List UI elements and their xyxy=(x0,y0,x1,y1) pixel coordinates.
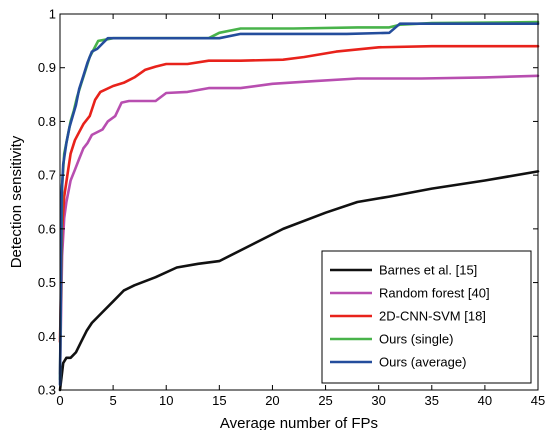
y-tick-label: 0.4 xyxy=(38,329,56,344)
series-layer xyxy=(58,20,540,392)
y-tick-label: 1 xyxy=(49,7,56,22)
x-tick-label: 15 xyxy=(212,393,226,408)
series-line-4 xyxy=(58,22,540,386)
axis-ticks: 0 5 10 15 20 25 30 35 40 45 0.3 0.4 0.5 0.6 0.7 0.8 0.9 1 xyxy=(38,7,545,409)
y-tick-label: 0.5 xyxy=(38,275,56,290)
x-tick-label: 0 xyxy=(56,393,63,408)
y-tick-label: 0.9 xyxy=(38,60,56,75)
y-axis-label: Detection sensitivity xyxy=(8,135,25,268)
x-tick-label: 45 xyxy=(531,393,545,408)
x-tick-label: 20 xyxy=(265,393,279,408)
legend-label-0: Barnes et al. [15] xyxy=(379,263,477,278)
plot-area-frame xyxy=(59,13,539,391)
x-tick-label: 25 xyxy=(318,393,332,408)
x-tick-label: 5 xyxy=(109,393,116,408)
legend-label-1: Random forest [40] xyxy=(379,286,490,301)
legend-label-2: 2D-CNN-SVM [18] xyxy=(379,309,486,324)
series-line-0 xyxy=(58,170,540,392)
series-line-1 xyxy=(58,74,540,376)
y-tick-label: 0.7 xyxy=(38,168,56,183)
x-tick-label: 35 xyxy=(425,393,439,408)
x-axis-label: Average number of FPs xyxy=(220,415,378,430)
y-tick-label: 0.6 xyxy=(38,221,56,236)
x-tick-label: 30 xyxy=(371,393,385,408)
legend-label-4: Ours (average) xyxy=(379,355,466,370)
y-tick-label: 0.8 xyxy=(38,114,56,129)
y-tick-label: 0.3 xyxy=(38,383,56,398)
x-tick-label: 40 xyxy=(478,393,492,408)
legend: Barnes et al. [15] Random forest [40] 2D-C… xyxy=(321,250,532,384)
legend-label-3: Ours (single) xyxy=(379,332,453,347)
x-tick-label: 10 xyxy=(159,393,173,408)
series-line-2 xyxy=(58,44,540,343)
